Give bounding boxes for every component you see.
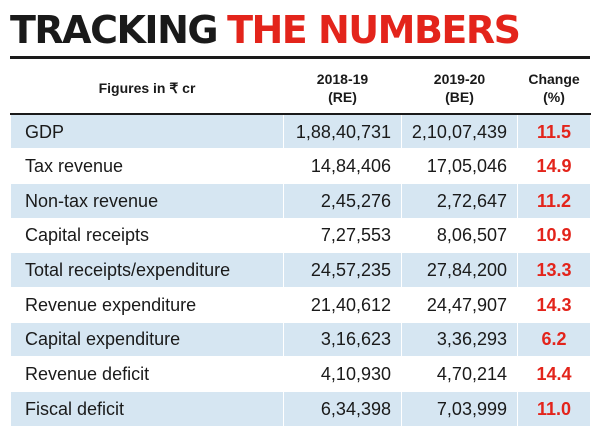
cell-change-percent: 14.9 [517,148,591,184]
column-header-be-year: 2019-20 [433,70,486,87]
cell-2019-20-be: 24,47,907 [401,287,518,323]
cell-2018-19-re: 3,16,623 [283,322,402,358]
cell-2019-20-be: 17,05,046 [401,148,518,184]
cell-2019-20-be: 3,36,293 [401,322,518,358]
table-row: Non-tax revenue 2,45,276 2,72,647 11.2 [10,183,591,219]
cell-2018-19-re: 2,45,276 [283,183,402,219]
budget-table: Figures in ₹ cr 2018-19 (RE) 2019-20 (BE… [10,62,591,427]
column-header-change-unit: (%) [543,88,565,105]
table-row: Tax revenue 14,84,406 17,05,046 14.9 [10,148,591,184]
column-header-re-type: (RE) [328,88,357,105]
headline-rule [10,56,590,59]
cell-change-percent: 11.5 [517,114,591,150]
cell-2018-19-re: 6,34,398 [283,391,402,427]
table-row: Revenue expenditure 21,40,612 24,47,907 14.… [10,287,591,323]
row-label: Revenue deficit [10,356,284,392]
cell-2018-19-re: 7,27,553 [283,218,402,254]
cell-2019-20-be: 2,72,647 [401,183,518,219]
cell-change-percent: 13.3 [517,252,591,288]
cell-2018-19-re: 24,57,235 [283,252,402,288]
column-header-change-title: Change [528,70,580,87]
cell-change-percent: 10.9 [517,218,591,254]
table-row: GDP 1,88,40,731 2,10,07,439 11.5 [10,114,591,150]
table-header-row: Figures in ₹ cr 2018-19 (RE) 2019-20 (BE… [10,62,591,115]
cell-2019-20-be: 2,10,07,439 [401,114,518,150]
row-label: Capital receipts [10,218,284,254]
table-row: Revenue deficit 4,10,930 4,70,214 14.4 [10,356,591,392]
column-header-change: Change (%) [517,62,591,115]
row-label: Tax revenue [10,148,284,184]
cell-change-percent: 14.3 [517,287,591,323]
cell-2018-19-re: 1,88,40,731 [283,114,402,150]
row-label: GDP [10,114,284,150]
column-header-re: 2018-19 (RE) [283,62,402,115]
cell-change-percent: 14.4 [517,356,591,392]
table-row: Fiscal deficit 6,34,398 7,03,999 11.0 [10,391,591,427]
table-row: Total receipts/expenditure 24,57,235 27,84… [10,252,591,288]
row-label: Capital expenditure [10,322,284,358]
cell-change-percent: 6.2 [517,322,591,358]
row-label: Non-tax revenue [10,183,284,219]
column-header-re-year: 2018-19 [316,70,369,87]
row-label: Fiscal deficit [10,391,284,427]
cell-2019-20-be: 7,03,999 [401,391,518,427]
column-header-be-type: (BE) [445,88,474,105]
row-label: Revenue expenditure [10,287,284,323]
cell-change-percent: 11.0 [517,391,591,427]
column-header-figures-text: Figures in ₹ cr [98,79,196,96]
row-label: Total receipts/expenditure [10,252,284,288]
column-header-figures: Figures in ₹ cr [10,62,284,115]
cell-change-percent: 11.2 [517,183,591,219]
cell-2019-20-be: 8,06,507 [401,218,518,254]
cell-2019-20-be: 27,84,200 [401,252,518,288]
table-row: Capital receipts 7,27,553 8,06,507 10.9 [10,218,591,254]
table-body: GDP 1,88,40,731 2,10,07,439 11.5 Tax revenue… [10,114,591,427]
cell-2019-20-be: 4,70,214 [401,356,518,392]
column-header-be: 2019-20 (BE) [401,62,518,115]
headline-part-1: TRACKING [10,8,219,52]
cell-2018-19-re: 21,40,612 [283,287,402,323]
headline-part-2: THE NUMBERS [227,8,521,52]
cell-2018-19-re: 14,84,406 [283,148,402,184]
headline: TRACKING THE NUMBERS [10,6,521,54]
table-row: Capital expenditure 3,16,623 3,36,293 6.2 [10,322,591,358]
cell-2018-19-re: 4,10,930 [283,356,402,392]
